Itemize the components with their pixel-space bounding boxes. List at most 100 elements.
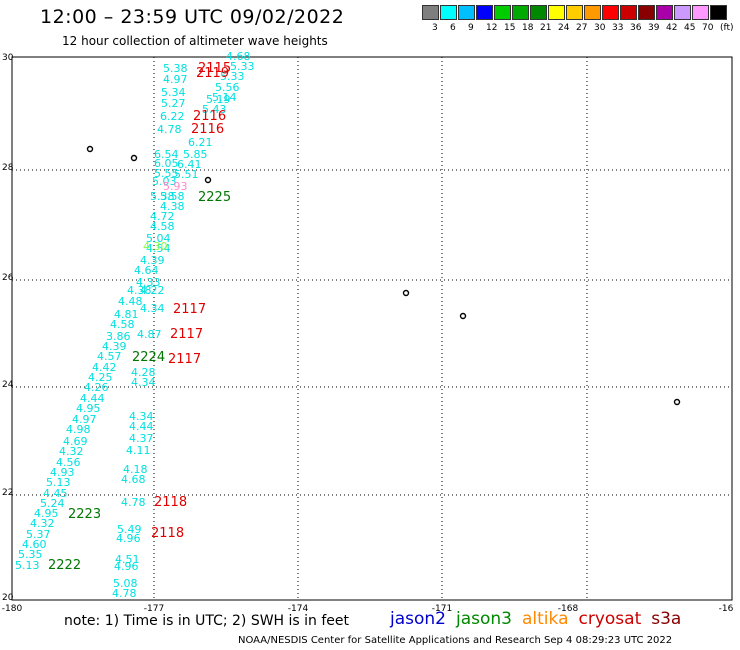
wave-height-label: 4.32 [59, 445, 84, 458]
wave-height-label: 4.58 [110, 318, 135, 331]
satellite-legend-altika: altika [522, 609, 569, 629]
wave-height-label: 4.37 [129, 432, 154, 445]
color-swatch [692, 5, 709, 20]
color-scale-label: 30 [594, 23, 606, 33]
wave-height-label: 5.33 [230, 60, 255, 73]
x-tick-label: -16 [719, 604, 734, 614]
wave-height-label: 5.38 [163, 62, 188, 75]
wave-height-label: 5.93 [163, 180, 188, 193]
pass-time-label: 2117 [170, 327, 203, 342]
wave-height-label: 4.44 [129, 420, 154, 433]
wave-height-label: 4.25 [88, 371, 113, 384]
pass-time-label: 2116 [193, 109, 226, 124]
pass-time-label: 2224 [132, 350, 165, 365]
color-scale-label: 27 [576, 23, 588, 33]
wave-height-label: 5.27 [161, 97, 186, 110]
color-swatch [458, 5, 475, 20]
wave-height-label: 4.78 [157, 123, 182, 136]
pass-time-label: 2117 [173, 302, 206, 317]
y-tick-label: 24 [2, 380, 14, 390]
x-tick-label: -168 [558, 604, 579, 614]
x-tick-label: -180 [2, 604, 23, 614]
wave-height-label: 4.48 [118, 295, 143, 308]
wave-height-label: 5.37 [26, 528, 51, 541]
wave-height-label: 4.51 [115, 553, 140, 566]
wave-height-label: 5.85 [183, 148, 208, 161]
credit-line: NOAA/NESDIS Center for Satellite Applica… [238, 635, 673, 646]
wave-height-label: 5.14 [212, 91, 237, 104]
satellite-legend-jason3: jason3 [456, 609, 512, 629]
wave-height-label: 5.58 [160, 190, 185, 203]
wave-height-label: 5.03 [152, 175, 177, 188]
wave-height-label: 4.64 [134, 264, 159, 277]
wave-height-label: 4.45 [43, 487, 68, 500]
wave-height-label: 6.41 [177, 158, 202, 171]
island-outline [673, 398, 681, 406]
color-scale-label: 6 [450, 23, 456, 33]
wave-height-label: 4.72 [150, 210, 175, 223]
wave-height-label: 4.87 [137, 328, 162, 341]
color-swatch [566, 5, 583, 20]
wave-height-label: 5.35 [18, 548, 43, 561]
wave-height-label: 4.26 [84, 381, 109, 394]
color-swatch [638, 5, 655, 20]
wave-height-label: 4.34 [131, 376, 156, 389]
page-subtitle: 12 hour collection of altimeter wave hei… [62, 34, 328, 48]
y-tick-label: 20 [2, 593, 14, 603]
wave-height-label: 4.98 [66, 423, 91, 436]
pass-time-label: 2115 [198, 61, 231, 76]
wave-height-label: 6.22 [160, 110, 185, 123]
y-tick-label: 30 [2, 53, 14, 63]
wave-height-label: 6.21 [188, 136, 213, 149]
wave-height-label: 4.18 [123, 463, 148, 476]
wave-height-label: 4.78 [112, 587, 137, 600]
color-swatch [530, 5, 547, 20]
pass-time-label: 2118 [151, 526, 184, 541]
color-scale-label: 15 [504, 23, 516, 33]
wave-height-label: 4.97 [163, 73, 188, 86]
wave-height-label: 4.58 [150, 220, 175, 233]
wave-height-label: 4.81 [114, 308, 139, 321]
wave-height-label: 4.22 [140, 284, 165, 297]
wave-height-label: 5.49 [117, 523, 142, 536]
y-tick-label: 26 [2, 273, 14, 283]
color-swatch [674, 5, 691, 20]
wave-height-label: 5.38 [150, 190, 175, 203]
wave-height-label: 5.34 [161, 86, 186, 99]
color-scale-label: 21 [540, 23, 552, 33]
wave-height-label: 4.69 [63, 435, 88, 448]
pass-time-label: 2225 [198, 190, 231, 205]
wave-height-label: 5.55 [154, 167, 179, 180]
wave-height-label: 5.24 [40, 497, 65, 510]
color-swatch [602, 5, 619, 20]
wave-height-label: 4.39 [102, 340, 127, 353]
color-swatch [620, 5, 637, 20]
wave-height-label: 4.42 [92, 361, 117, 374]
color-scale-label: 42 [666, 23, 678, 33]
color-scale-label: 24 [558, 23, 570, 33]
color-swatch [422, 5, 439, 20]
wave-height-label: 5.56 [215, 81, 240, 94]
pass-time-label: 2223 [68, 507, 101, 522]
color-swatch [710, 5, 727, 20]
color-swatch [656, 5, 673, 20]
pass-time-label: 2118 [154, 495, 187, 510]
wave-height-label: 4.60 [22, 538, 47, 551]
island-outline [204, 176, 212, 184]
wave-height-label: 4.28 [131, 366, 156, 379]
units-note: note: 1) Time is in UTC; 2) SWH is in fe… [64, 613, 350, 629]
island-outline [86, 145, 94, 153]
color-scale-label: 18 [522, 23, 534, 33]
wave-height-label: 4.95 [34, 507, 59, 520]
color-scale-label: 36 [630, 23, 642, 33]
wave-height-label: 4.96 [114, 560, 139, 573]
satellite-legend: jason2 jason3 altika cryosat s3a [390, 609, 691, 629]
wave-height-label: 4.68 [121, 473, 146, 486]
color-swatch [548, 5, 565, 20]
island-outline [459, 312, 467, 320]
wave-height-label: 4.78 [121, 496, 146, 509]
color-scale-label: (ft) [720, 23, 734, 33]
wave-height-label: 4.30 [143, 240, 168, 253]
wave-height-label: 4.34 [129, 410, 154, 423]
